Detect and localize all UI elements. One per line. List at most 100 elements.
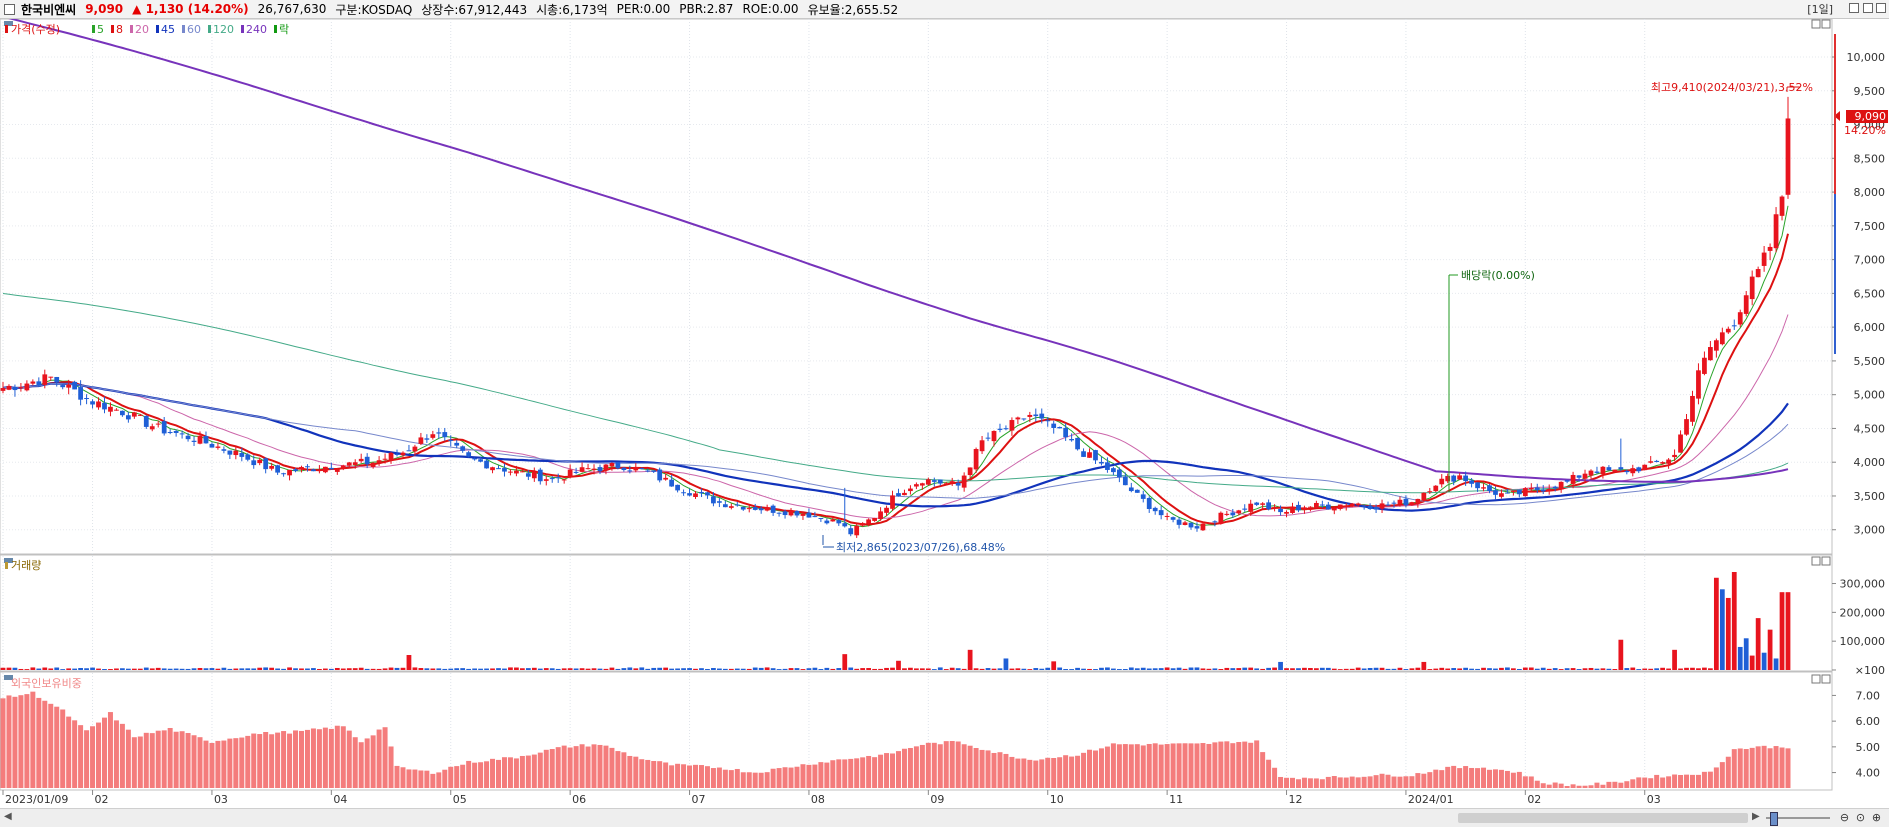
volume-bar bbox=[693, 668, 698, 670]
foreign-ratio-bar bbox=[1451, 765, 1457, 788]
foreign-panel-close-icon[interactable] bbox=[1821, 674, 1831, 684]
volume-bar bbox=[1194, 667, 1200, 670]
foreign-ratio-bar bbox=[382, 727, 388, 788]
scroll-thumb[interactable] bbox=[1458, 813, 1748, 823]
foreign-ratio-bar bbox=[1570, 784, 1576, 788]
foreign-ratio-bar bbox=[1325, 776, 1331, 788]
foreign-ratio-bar bbox=[281, 731, 287, 788]
candle-body bbox=[352, 462, 358, 465]
foreign-ratio-bar bbox=[1510, 772, 1516, 788]
foreign-ratio-bar bbox=[1397, 776, 1403, 788]
volume-panel-close-icon[interactable] bbox=[1821, 556, 1831, 566]
volume-bar bbox=[1433, 668, 1439, 670]
volume-bar bbox=[1696, 668, 1701, 670]
select-checkbox[interactable] bbox=[4, 3, 15, 15]
candle-body bbox=[1481, 487, 1486, 489]
foreign-ratio-bar bbox=[1767, 748, 1773, 788]
foreign-ratio-bar bbox=[293, 730, 299, 788]
foreign-ratio-bar bbox=[60, 709, 66, 788]
foreign-ratio-bar bbox=[985, 750, 991, 788]
volume-bar bbox=[221, 667, 227, 670]
price-panel-max-icon[interactable] bbox=[1811, 19, 1821, 29]
horizontal-scrollbar[interactable]: ◀ ▶ ⊖ ⊙ ⊕ bbox=[0, 808, 1889, 827]
current-change-label: 14.20% bbox=[1844, 124, 1886, 137]
foreign-ratio-bar bbox=[24, 694, 30, 788]
candle-body bbox=[1116, 469, 1122, 478]
foreign-ratio-bar bbox=[298, 730, 304, 788]
period-selector[interactable]: [1일] bbox=[1807, 3, 1833, 16]
volume-bar bbox=[758, 667, 764, 670]
volume-bar bbox=[1743, 638, 1749, 670]
volume-bar bbox=[1761, 652, 1767, 670]
foreign-ratio-bar bbox=[1081, 752, 1087, 788]
candle-body bbox=[24, 383, 30, 391]
close-window-icon[interactable] bbox=[1876, 3, 1886, 13]
foreign-ratio-bar bbox=[704, 766, 710, 788]
foreign-ratio-bar bbox=[878, 754, 884, 788]
foreign-ratio-bar bbox=[1373, 775, 1379, 788]
date-axis-tick: 10 bbox=[1050, 793, 1064, 806]
volume-bar bbox=[143, 667, 149, 670]
candle-body bbox=[1266, 502, 1271, 510]
foreign-ratio-bar bbox=[1140, 745, 1146, 788]
candle-body bbox=[681, 492, 686, 494]
foreign-panel-collapse-icon[interactable] bbox=[4, 675, 13, 680]
foreign-ratio-bar bbox=[1725, 756, 1731, 788]
volume-bar bbox=[1439, 667, 1445, 670]
candle-body bbox=[1690, 395, 1695, 422]
volume-bar bbox=[60, 669, 66, 670]
restore-window-icon[interactable] bbox=[1849, 3, 1859, 13]
price-axis-tick: 3,500 bbox=[1854, 490, 1886, 503]
volume-bar bbox=[812, 667, 818, 670]
maximize-window-icon[interactable] bbox=[1863, 3, 1873, 13]
price-panel-close-icon[interactable] bbox=[1821, 19, 1831, 29]
candle-body bbox=[943, 483, 949, 485]
foreign-ratio-bar bbox=[352, 737, 358, 788]
candle-body bbox=[705, 492, 710, 496]
foreign-panel-max-icon[interactable] bbox=[1811, 674, 1821, 684]
panel-collapse-icon[interactable] bbox=[4, 21, 13, 26]
zoom-out-icon[interactable]: ⊖ bbox=[1839, 811, 1850, 824]
volume-panel-collapse-icon[interactable] bbox=[4, 558, 13, 563]
candle-body bbox=[1505, 492, 1510, 494]
pbr-value: PBR:2.87 bbox=[679, 2, 734, 16]
zoom-fit-icon[interactable]: ⊙ bbox=[1855, 811, 1866, 824]
foreign-ratio-bar bbox=[991, 752, 997, 788]
zoom-slider-knob[interactable] bbox=[1770, 812, 1778, 826]
foreign-ratio-bar bbox=[1612, 781, 1618, 788]
foreign-ratio-bar bbox=[1415, 773, 1421, 788]
zoom-in-icon[interactable]: ⊕ bbox=[1871, 811, 1882, 824]
zoom-slider-track[interactable] bbox=[1766, 817, 1830, 819]
candle-body bbox=[836, 520, 842, 524]
volume-bar bbox=[776, 669, 782, 670]
volume-bar bbox=[746, 668, 752, 670]
foreign-ratio-bar bbox=[1176, 743, 1182, 788]
candle-body bbox=[1666, 459, 1671, 464]
candle-body bbox=[1403, 498, 1409, 506]
stock-chart[interactable]: 10,0009,5009,0008,5008,0007,5007,0006,50… bbox=[0, 19, 1889, 808]
scroll-left-icon[interactable]: ◀ bbox=[4, 811, 12, 822]
candle-body bbox=[1254, 502, 1260, 505]
foreign-ratio-bar bbox=[1331, 776, 1337, 788]
candle-body bbox=[12, 386, 18, 391]
candle-body bbox=[1511, 490, 1516, 492]
volume-bar bbox=[120, 668, 125, 670]
scroll-right-icon[interactable]: ▶ bbox=[1752, 811, 1760, 822]
candle-body bbox=[502, 468, 507, 472]
candle-body bbox=[442, 432, 448, 438]
candle-body bbox=[1457, 475, 1463, 480]
volume-axis-tick: 100,000 bbox=[1840, 635, 1886, 648]
candle-body bbox=[1427, 491, 1433, 493]
volume-bar bbox=[460, 668, 466, 670]
volume-bar bbox=[1499, 667, 1504, 670]
volume-bar bbox=[537, 668, 543, 670]
candle-body bbox=[42, 374, 48, 385]
volume-bar bbox=[1075, 667, 1080, 670]
foreign-ratio-bar bbox=[54, 706, 60, 788]
foreign-ratio-bar bbox=[848, 758, 854, 788]
candle-body bbox=[137, 414, 143, 416]
volume-bar bbox=[78, 668, 83, 670]
volume-bar bbox=[1200, 668, 1206, 670]
volume-panel-max-icon[interactable] bbox=[1811, 556, 1821, 566]
candle-body bbox=[1708, 347, 1713, 361]
